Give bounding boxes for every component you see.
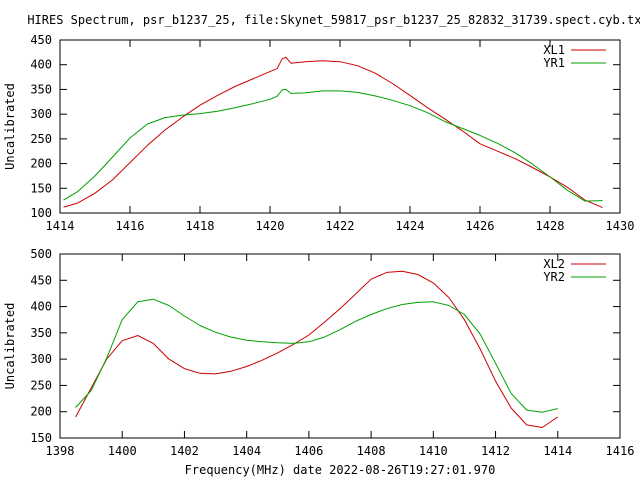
y-tick-label: 350: [30, 326, 52, 340]
chart-title: HIRES Spectrum, psr_b1237_25, file:Skyne…: [27, 13, 640, 27]
x-tick-label: 1416: [606, 444, 635, 458]
y-tick-label: 450: [30, 273, 52, 287]
y-tick-label: 300: [30, 352, 52, 366]
x-tick-label: 1426: [466, 219, 495, 233]
y-tick-label: 100: [30, 206, 52, 220]
x-tick-label: 1422: [326, 219, 355, 233]
y-tick-label: 400: [30, 300, 52, 314]
x-tick-label: 1424: [396, 219, 425, 233]
x-tick-label: 1414: [46, 219, 75, 233]
x-tick-label: 1398: [46, 444, 75, 458]
legend-label-YR1: YR1: [543, 56, 565, 70]
y-axis-label: Uncalibrated: [3, 83, 17, 170]
bottom-spectrum-panel: 1398 1400 1402 1404 1406 1408 1410 1412 1414 1416…: [3, 247, 634, 477]
top-spectrum-panel: 1414 1416 1418 1420 1422 1424 1426 1428 1430 100 1…: [3, 33, 634, 233]
x-tick-label: 1420: [256, 219, 285, 233]
x-tick-label: 1408: [357, 444, 386, 458]
x-tick-label: 1412: [481, 444, 510, 458]
y-tick-label: 200: [30, 405, 52, 419]
x-tick-label: 1416: [116, 219, 145, 233]
series-line-YR2: [75, 298, 558, 413]
x-tick-label: 1428: [536, 219, 565, 233]
y-tick-label: 150: [30, 181, 52, 195]
x-tick-label: 1402: [170, 444, 199, 458]
x-tick-label: 1410: [419, 444, 448, 458]
y-tick-label: 250: [30, 378, 52, 392]
y-tick-label: 200: [30, 157, 52, 171]
y-tick-label: 150: [30, 431, 52, 445]
plot-frame: [59, 253, 621, 439]
y-tick-label: 400: [30, 58, 52, 72]
y-tick-label: 500: [30, 247, 52, 261]
y-tick-label: 250: [30, 132, 52, 146]
series-line-YR1: [63, 88, 603, 202]
plot-frame: [59, 39, 621, 214]
y-tick-label: 350: [30, 82, 52, 96]
x-tick-label: 1430: [606, 219, 635, 233]
x-tick-label: 1400: [108, 444, 137, 458]
x-axis-label: Frequency(MHz) date 2022-08-26T19:27:01.…: [185, 463, 496, 477]
x-tick-label: 1418: [186, 219, 215, 233]
legend-label-XL2: XL2: [543, 257, 565, 271]
y-tick-label: 300: [30, 107, 52, 121]
legend-label-XL1: XL1: [543, 43, 565, 57]
x-tick-label: 1404: [232, 444, 261, 458]
legend-label-YR2: YR2: [543, 270, 565, 284]
x-tick-label: 1414: [543, 444, 572, 458]
y-axis-label: Uncalibrated: [3, 303, 17, 390]
y-tick-label: 450: [30, 33, 52, 47]
series-line-XL1: [63, 56, 603, 209]
series-line-XL2: [75, 270, 559, 428]
x-tick-label: 1406: [294, 444, 323, 458]
